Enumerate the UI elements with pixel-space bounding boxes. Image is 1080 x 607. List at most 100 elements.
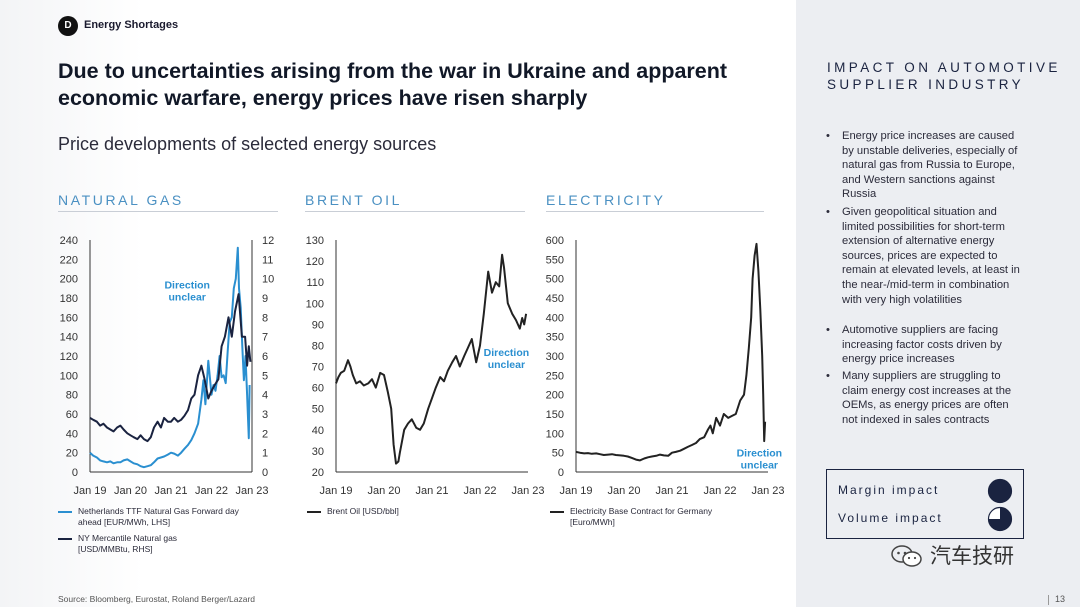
y-tick-label: 200 <box>60 274 78 286</box>
x-tick-label: Jan 20 <box>114 485 147 497</box>
series-line-0 <box>575 242 767 462</box>
bullet-dot: • <box>826 370 830 382</box>
y-tick-label: 200 <box>546 390 564 402</box>
x-tick-label: Jan 21 <box>655 485 688 497</box>
y-tick-label: 220 <box>60 254 78 266</box>
y-tick-label: 120 <box>306 256 324 268</box>
brent-oil-chart: 20 30 40 50 60 70 80 90 100 110 120 130 Jan 19 Jan 20… <box>306 235 545 497</box>
y-tick-label: 120 <box>60 351 78 363</box>
series-line-0 <box>335 253 528 465</box>
y-tick-label: 50 <box>552 448 564 460</box>
y-tick-label: 20 <box>312 467 324 479</box>
x-tick-label: Jan 19 <box>559 485 592 497</box>
y-tick-label: 350 <box>546 332 564 344</box>
y-tick-label: 130 <box>306 235 324 247</box>
x-tick-label: Jan 23 <box>511 485 544 497</box>
page-title: Due to uncertainties arising from the wa… <box>58 59 728 110</box>
x-tick-label: Jan 21 <box>154 485 187 497</box>
margin-impact-harvey-ball <box>987 478 1013 504</box>
impact-box: Margin impact Volume impact <box>826 469 1024 539</box>
sidebar-panel <box>796 0 1080 607</box>
y2-tick-label: 5 <box>262 370 268 382</box>
y-tick-label: 20 <box>66 448 78 460</box>
legend-item-electricity: Electricity Base Contract for Germany [E… <box>550 506 750 530</box>
y-tick-label: 300 <box>546 351 564 363</box>
legend-item-brent: Brent Oil [USD/bbl] <box>307 506 487 520</box>
chart-title-natural-gas: NATURAL GAS <box>58 192 184 208</box>
legend-swatch <box>550 511 564 513</box>
y-tick-label: 100 <box>60 370 78 382</box>
y-tick-label: 70 <box>312 362 324 374</box>
chart-title-rule <box>546 211 764 212</box>
bullet-dot: • <box>826 324 830 336</box>
main-panel: D Energy Shortages Due to uncertainties … <box>0 0 796 607</box>
page-subtitle: Price developments of selected energy so… <box>58 134 437 154</box>
y-tick-label: 550 <box>546 254 564 266</box>
chart-title-electricity: ELECTRICITY <box>546 192 666 208</box>
sidebar-title: IMPACT ON AUTOMOTIVE SUPPLIER INDUSTRY <box>827 60 1061 92</box>
y-tick-label: 600 <box>546 235 564 247</box>
chart-annotation: Direction unclear <box>484 347 530 371</box>
section-label: Energy Shortages <box>84 19 179 31</box>
annotation-line: unclear <box>741 460 778 472</box>
chart-title-rule <box>305 211 525 212</box>
legend-swatch <box>58 538 72 540</box>
chart-title-rule <box>58 211 278 212</box>
chart-annotation: Direction unclear <box>164 279 210 303</box>
natural-gas-chart: 0204060801001201401601802002202400123456… <box>60 235 275 497</box>
x-tick-label: Jan 20 <box>367 485 400 497</box>
y-tick-label: 180 <box>60 293 78 305</box>
page-number-divider <box>1048 594 1049 605</box>
electricity-chart: 0 50 100 150 200 250 300 350 400 450 500 550 600 Jan … <box>546 235 785 497</box>
y2-tick-label: 6 <box>262 351 268 363</box>
chart-annotation: Direction unclear <box>737 448 783 472</box>
watermark-text: 汽车技研 <box>930 545 1014 568</box>
legend-label: Electricity Base Contract for Germany [E… <box>570 506 713 527</box>
y-tick-label: 250 <box>546 370 564 382</box>
y-tick-label: 240 <box>60 235 78 247</box>
volume-impact-harvey-ball <box>987 506 1013 532</box>
bullet-text: Energy price increases are caused by uns… <box>842 130 1018 201</box>
y-tick-label: 140 <box>60 332 78 344</box>
annotation-line: unclear <box>169 291 206 303</box>
legend-item-ny-mercantile: NY Mercantile Natural gas [USD/MMBtu, RH… <box>58 533 258 557</box>
annotation-line: Direction <box>164 279 210 291</box>
y-tick-label: 80 <box>66 390 78 402</box>
y-tick-label: 0 <box>558 467 564 479</box>
chart-title-brent-oil: BRENT OIL <box>305 192 403 208</box>
y-tick-label: 0 <box>72 467 78 479</box>
annotation-line: Direction <box>484 347 530 359</box>
legend-label: Netherlands TTF Natural Gas Forward day … <box>78 506 239 527</box>
legend-swatch <box>58 511 72 513</box>
y-tick-label: 90 <box>312 319 324 331</box>
y-tick-label: 160 <box>60 312 78 324</box>
y-tick-label: 40 <box>66 428 78 440</box>
y-tick-label: 30 <box>312 446 324 458</box>
y-tick-label: 60 <box>312 383 324 395</box>
y2-tick-label: 4 <box>262 390 268 402</box>
wechat-icon <box>891 545 922 567</box>
x-tick-label: Jan 22 <box>463 485 496 497</box>
annotation-line: unclear <box>488 359 525 371</box>
y2-tick-label: 8 <box>262 312 268 324</box>
y-tick-label: 80 <box>312 340 324 352</box>
y-tick-label: 100 <box>306 298 324 310</box>
y2-tick-label: 12 <box>262 235 274 247</box>
harvey-ball-fill <box>988 507 1012 531</box>
x-tick-label: Jan 23 <box>235 485 268 497</box>
page-number: 13 <box>1048 594 1065 605</box>
y2-tick-label: 7 <box>262 332 268 344</box>
bullet-text: Many suppliers are struggling to claim e… <box>842 370 1012 426</box>
legend-label: Brent Oil [USD/bbl] <box>327 506 399 516</box>
page-number-value: 13 <box>1055 594 1066 604</box>
bullet-text: Given geopolitical situation and limited… <box>842 206 1020 306</box>
y-tick-label: 60 <box>66 409 78 421</box>
y-tick-label: 110 <box>306 277 324 289</box>
y2-tick-label: 11 <box>262 254 273 266</box>
y-tick-label: 400 <box>546 312 564 324</box>
y-tick-label: 450 <box>546 293 564 305</box>
y-tick-label: 40 <box>312 425 324 437</box>
y2-tick-label: 0 <box>262 467 268 479</box>
series-line-0 <box>89 246 251 469</box>
y-tick-label: 50 <box>312 404 324 416</box>
